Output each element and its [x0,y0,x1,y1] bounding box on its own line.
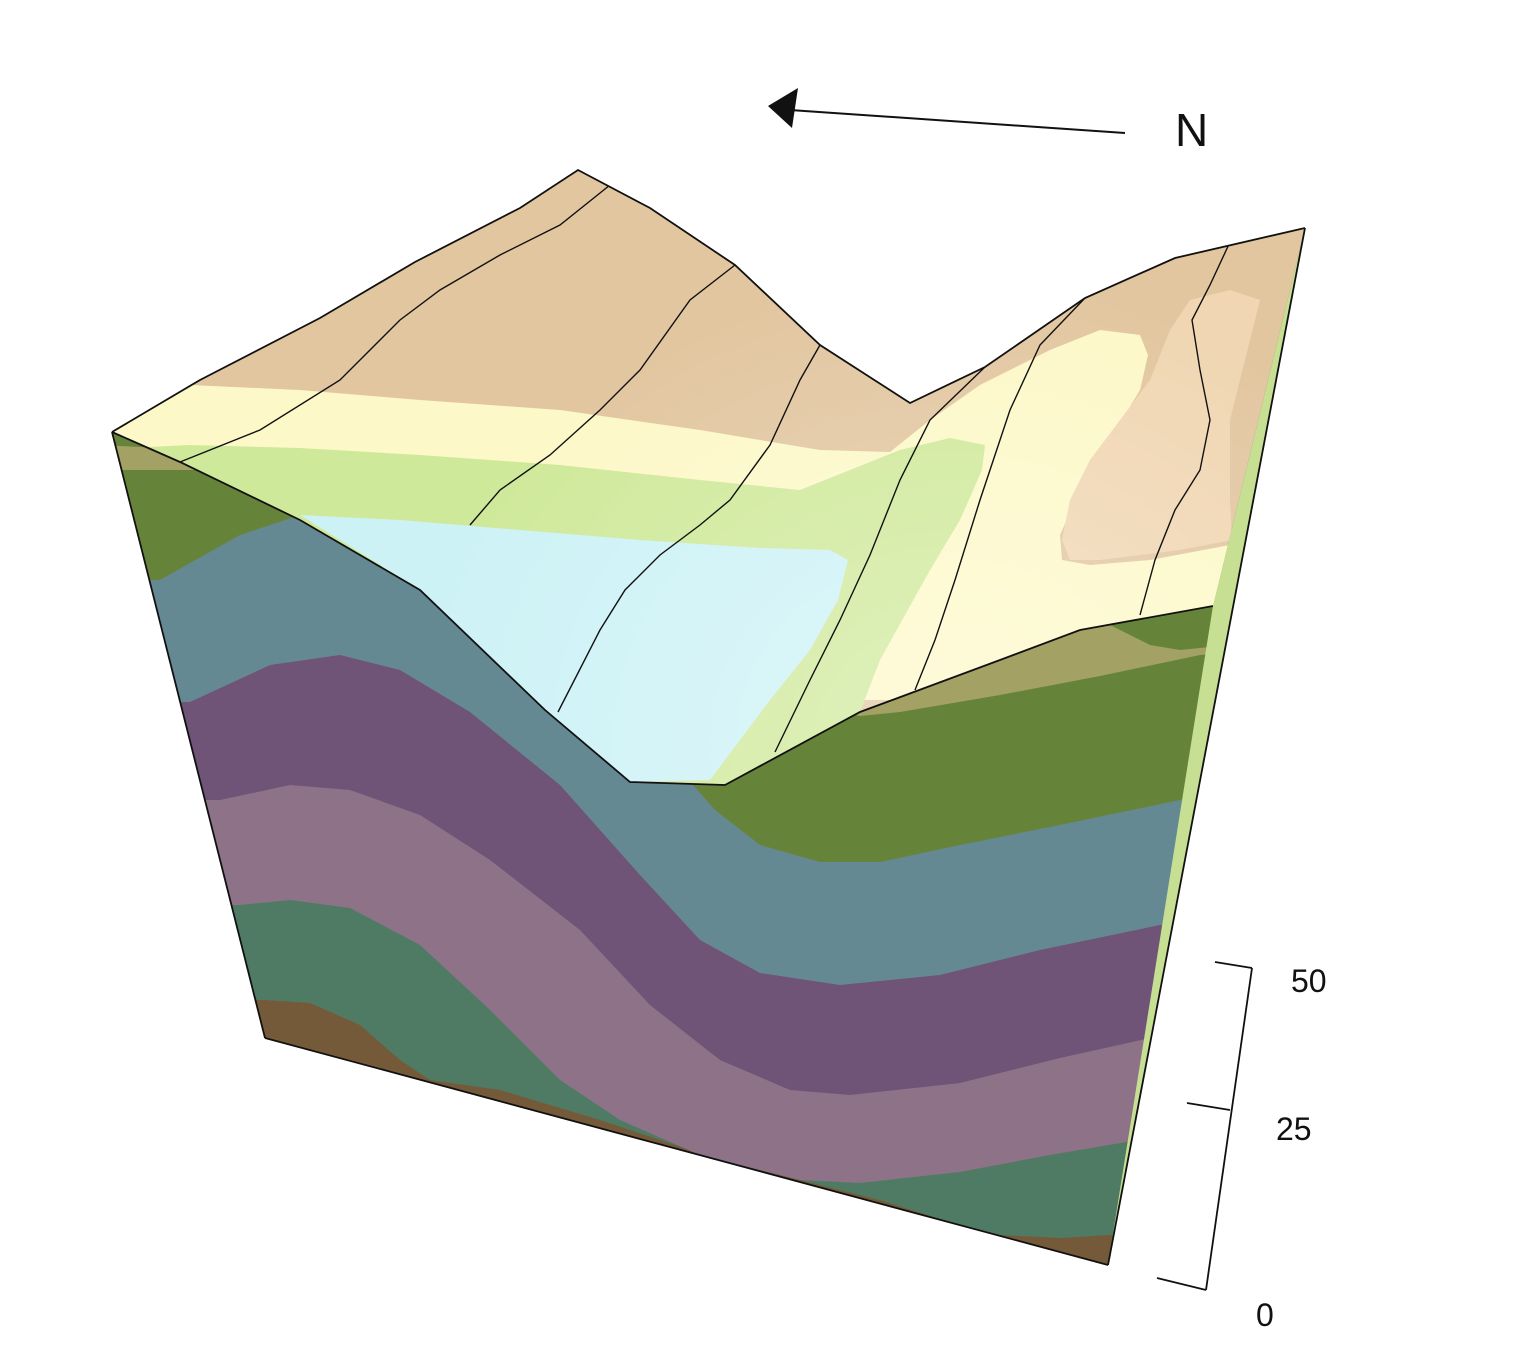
contour-line [557,344,821,713]
contour-line [179,184,611,463]
scale-tick-25 [1186,1102,1231,1111]
north-arrow-icon [768,88,798,128]
scale-axis-line [1205,967,1253,1291]
north-arrow: N [768,88,1208,156]
north-arrow-shaft [789,109,1126,134]
contour-line [469,264,736,526]
contour-line [914,297,1086,691]
contour-line [1139,241,1231,616]
contour-line [774,366,986,753]
scale-tick-0 [1156,1277,1207,1291]
top-surface-edge [111,168,1306,433]
scale-label-0: 0 [1256,1297,1274,1333]
scale-label-25: 25 [1276,1111,1312,1147]
block-outline [111,168,1306,1266]
north-label: N [1175,104,1208,156]
left-vertical-edge [111,431,266,1039]
scale-tick-50 [1214,961,1253,969]
section-profile-edge [111,431,1214,786]
vertical-scale-bar [1156,961,1253,1291]
bottom-edge [264,1037,1109,1266]
right-vertical-edge [1107,227,1306,1266]
scale-label-50: 50 [1291,963,1327,999]
contour-lines [179,184,1231,753]
